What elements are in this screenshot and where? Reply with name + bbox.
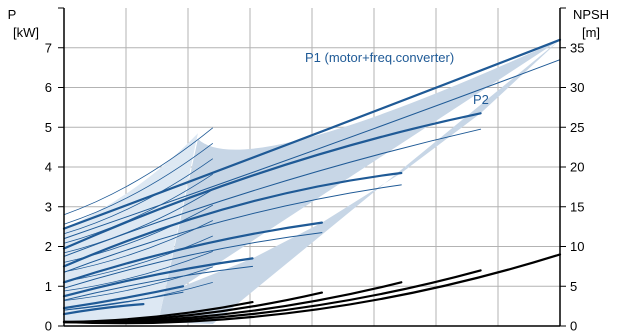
right-axis-title: NPSH <box>573 7 609 22</box>
extension-curve <box>63 189 214 254</box>
left-tick-label: 6 <box>45 80 52 95</box>
left-axis-unit: [kW] <box>13 25 39 40</box>
right-tick-label: 35 <box>570 40 584 55</box>
right-tick-label: 25 <box>570 120 584 135</box>
left-tick-label: 5 <box>45 120 52 135</box>
p2-curve <box>63 128 482 257</box>
p2-curve <box>63 291 184 311</box>
p2-curve <box>63 265 253 301</box>
extension-curve <box>63 251 213 292</box>
p2-curve <box>63 59 561 240</box>
p1-curve <box>62 38 562 230</box>
p1-curve <box>62 221 323 284</box>
left-axis-title: P <box>8 7 17 22</box>
right-tick-label: 5 <box>570 279 577 294</box>
extension-curve <box>63 266 213 301</box>
p1-curve <box>62 171 403 268</box>
p1-curve <box>62 285 185 310</box>
extension-curve <box>63 235 213 282</box>
right-tick-label: 0 <box>570 319 577 334</box>
curves <box>62 38 562 325</box>
left-tick-label: 3 <box>45 199 52 214</box>
extension-curve <box>63 173 214 244</box>
extension-curve <box>63 158 214 235</box>
left-tick-label: 7 <box>45 40 52 55</box>
p2-curve <box>63 232 323 289</box>
p2-curve <box>63 184 402 273</box>
npsh-curve <box>62 301 254 324</box>
axes: 0 1 2 3 4 5 6 7 0 5 10 15 20 25 30 35 <box>45 7 584 334</box>
p1-curve <box>62 257 254 298</box>
left-tick-label: 4 <box>45 160 52 175</box>
left-tick-label: 0 <box>45 319 52 334</box>
right-tick-label: 15 <box>570 199 584 214</box>
right-tick-label: 20 <box>570 160 584 175</box>
right-tick-label: 10 <box>570 239 584 254</box>
left-tick-label: 1 <box>45 279 52 294</box>
extension-curve <box>63 142 214 225</box>
p1-curve-label: P1 (motor+freq.converter) <box>305 50 454 65</box>
extension-curve <box>63 127 214 216</box>
p2-curve-label: P2 <box>473 92 489 107</box>
left-tick-label: 2 <box>45 239 52 254</box>
p1-curve <box>62 112 482 250</box>
right-tick-label: 30 <box>570 80 584 95</box>
right-axis-unit: [m] <box>582 25 600 40</box>
envelope-fill <box>158 39 561 325</box>
p1-curve <box>62 303 145 316</box>
